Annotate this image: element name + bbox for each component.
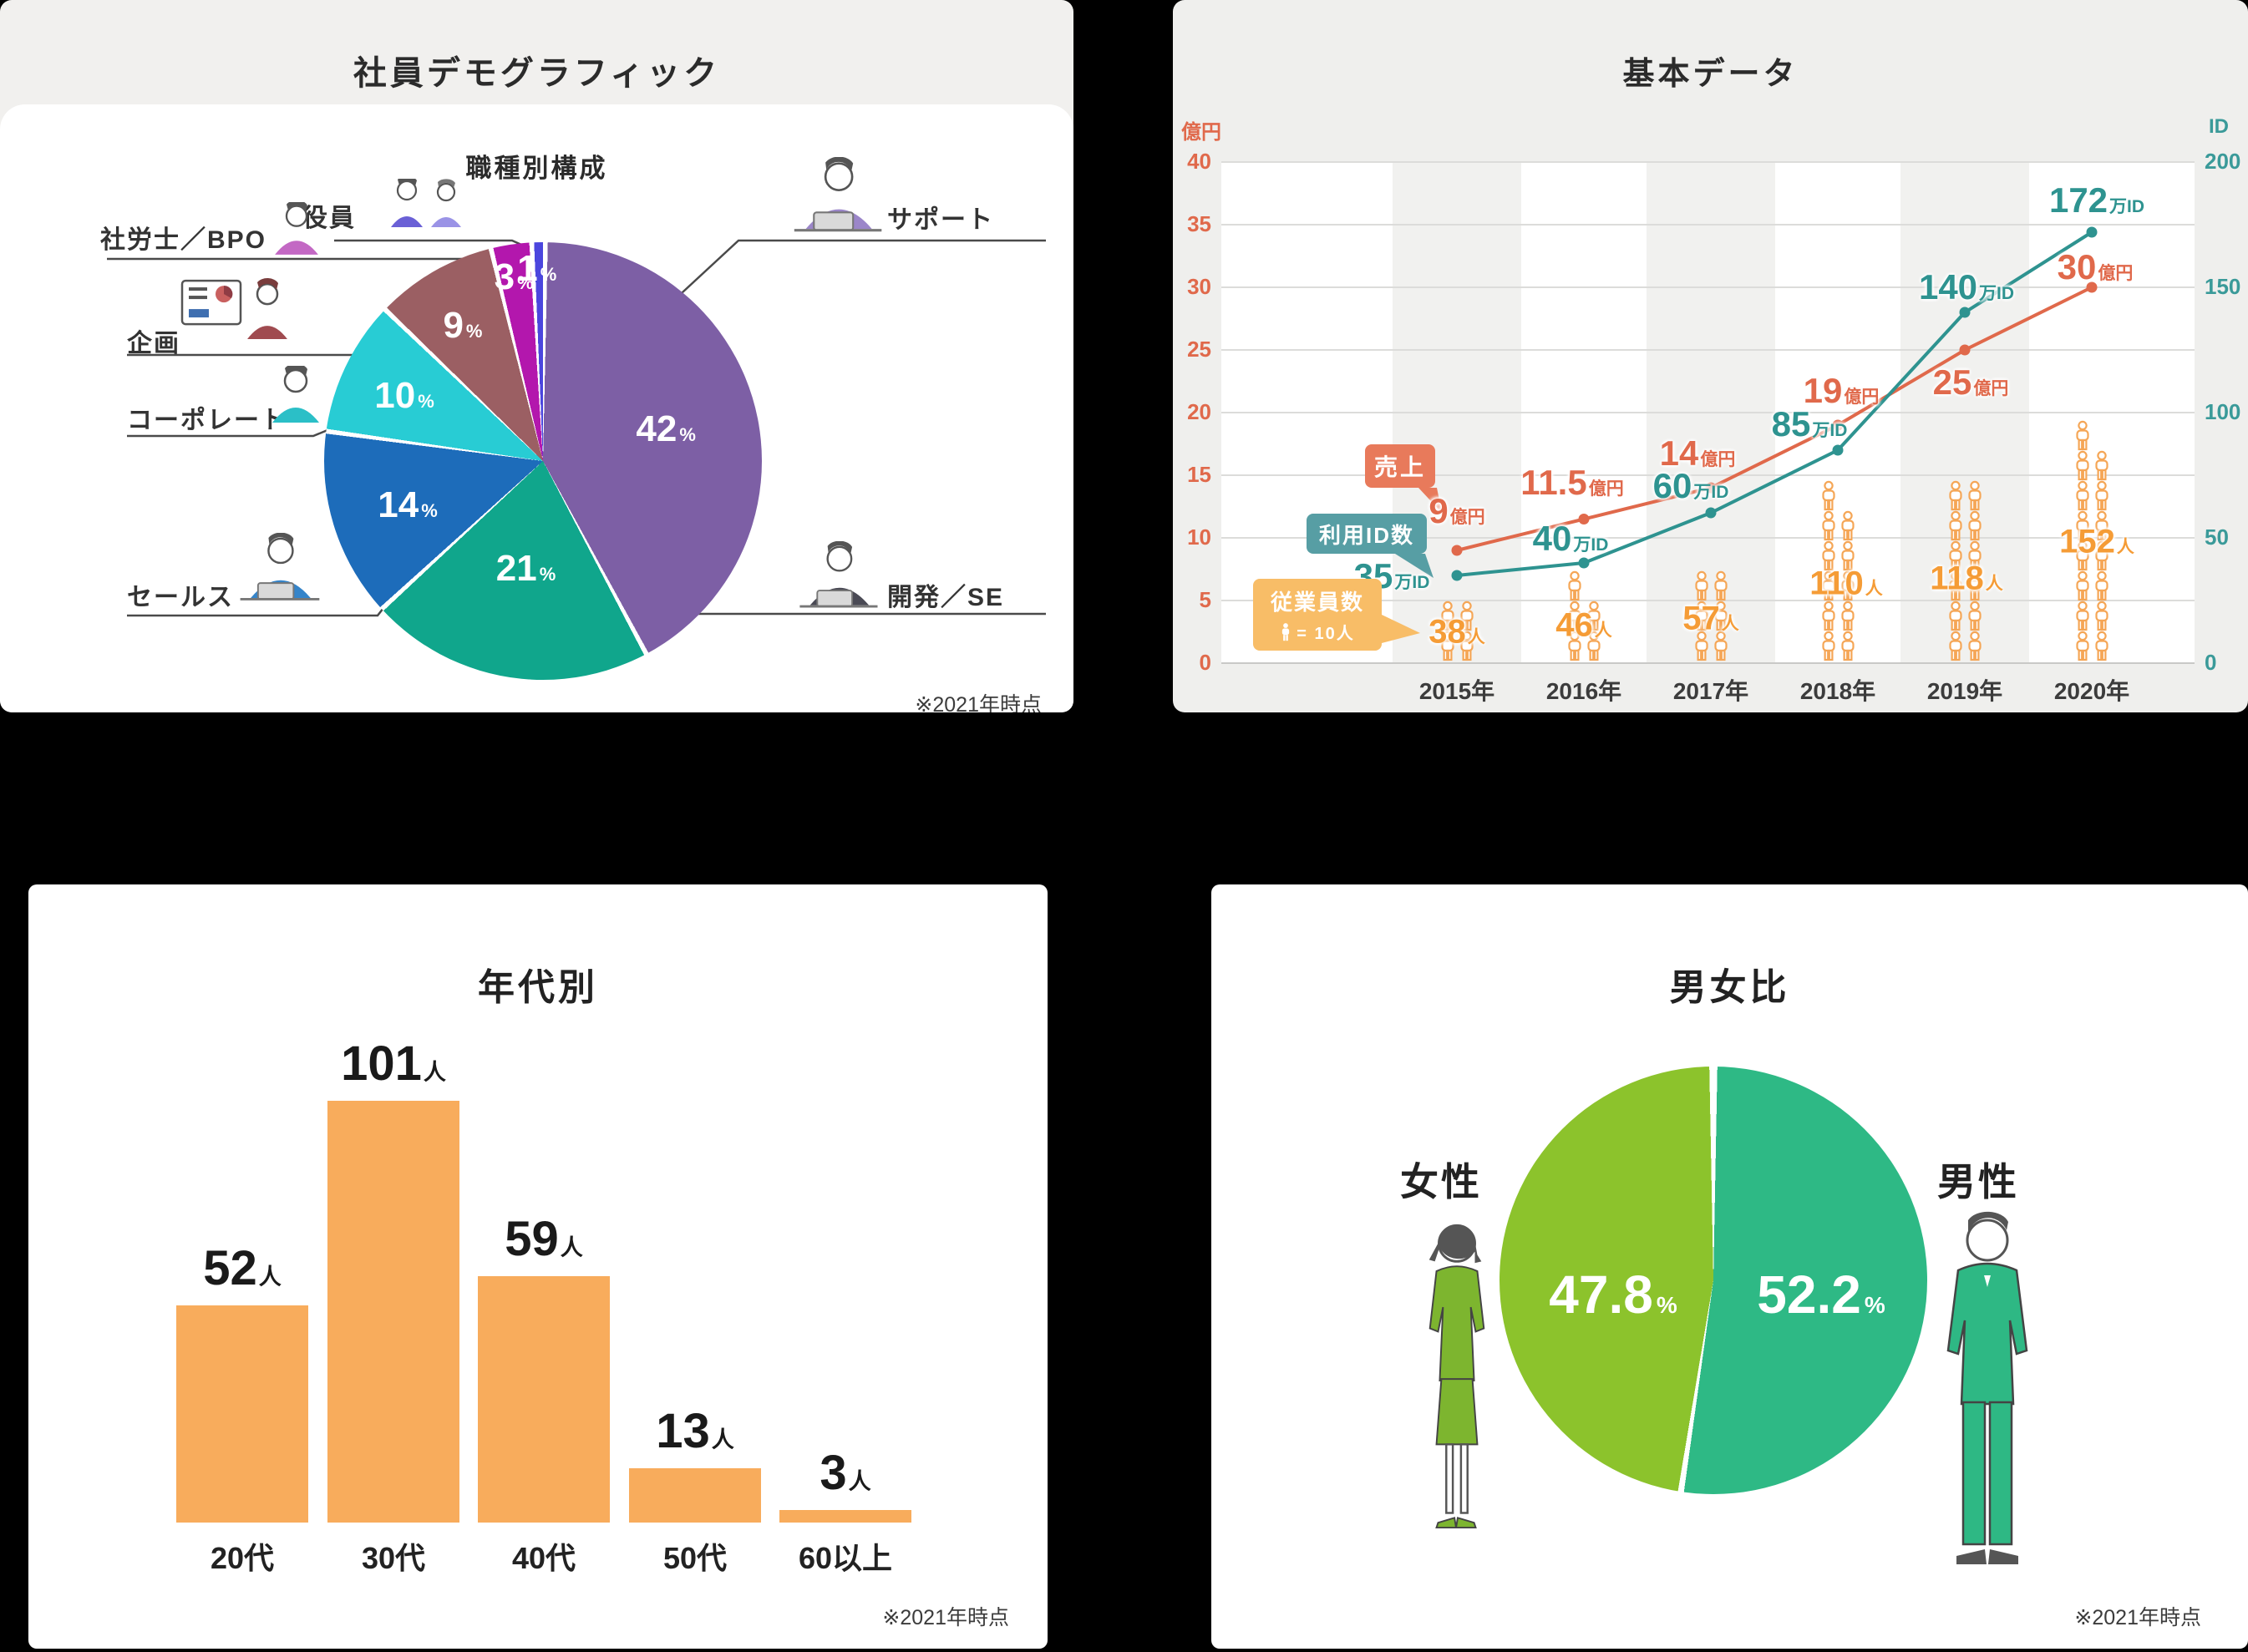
panel-title-gender: 男女比	[1669, 967, 1790, 1009]
gridline	[1221, 600, 2195, 601]
pie-label-sales: セールス	[127, 584, 234, 611]
ids-line-marker	[1705, 507, 1717, 519]
age-bar	[779, 1510, 911, 1523]
age-bar	[478, 1276, 610, 1523]
age-bar-category: 30代	[361, 1541, 426, 1575]
footnote-demographics: ※2021年時点	[915, 693, 1042, 712]
panel-title-demographics: 社員デモグラフィック	[353, 54, 721, 92]
employee-pictogram-stack	[2076, 420, 2108, 661]
age-bar-value: 13人	[656, 1404, 734, 1458]
employee-pictogram-stack	[1822, 480, 1855, 661]
employee-pictogram-stack	[1568, 570, 1601, 661]
person-icon	[1282, 622, 1290, 641]
age-bar-value: 3人	[820, 1446, 871, 1500]
ids-line-marker	[1451, 570, 1463, 581]
executives-illustration	[386, 179, 469, 227]
footnote-gender: ※2021年時点	[2074, 1606, 2201, 1629]
female-label: 女性	[1400, 1160, 1482, 1204]
chart-title-job-composition: 職種別構成	[465, 153, 608, 183]
age-bar-category: 40代	[511, 1541, 576, 1575]
legend-employees-callout: 従業員数 = 10人	[1253, 579, 1382, 651]
gridline	[1221, 224, 2195, 226]
female-illustration	[1420, 1219, 1494, 1534]
age-bar-value: 59人	[505, 1212, 583, 1266]
footnote-age: ※2021年時点	[882, 1606, 1009, 1629]
basic-data-plot-area	[1221, 161, 2195, 664]
corporate-illustration	[262, 366, 329, 423]
legend-employees-label: 従業員数	[1270, 590, 1364, 615]
pie-label-planning: 企画	[127, 330, 180, 357]
ids-line	[1456, 231, 2093, 577]
left-axis-caption: 億円	[1181, 121, 1221, 144]
age-bar	[176, 1305, 308, 1523]
sales-line-marker	[2086, 281, 2098, 293]
gender-ratio-pie	[1500, 1067, 1927, 1494]
ids-callout-tail	[1395, 554, 1434, 578]
right-axis-caption: ID	[2209, 115, 2229, 138]
panel-title-basic-data: 基本データ	[1622, 57, 1799, 93]
male-label: 男性	[1937, 1160, 2019, 1204]
legend-sales-callout: 売上	[1365, 444, 1435, 488]
pie-label-dev: 開発／SE	[887, 584, 1005, 611]
age-bar-category: 20代	[210, 1541, 275, 1575]
support-illustration	[784, 157, 891, 234]
age-bar-category: 60以上	[798, 1541, 893, 1575]
age-bar-category: 50代	[662, 1541, 728, 1575]
legend-ids-callout: 利用ID数	[1307, 514, 1427, 554]
legend-sales-label: 売上	[1373, 454, 1426, 480]
ids-line-marker	[1832, 444, 1844, 456]
leader-line-support	[659, 239, 1046, 314]
sales-line-marker	[1705, 482, 1717, 494]
ids-line-marker	[2086, 226, 2098, 238]
gridline	[1221, 474, 2195, 476]
pie-label-bpo: 社労士／BPO	[100, 226, 267, 254]
ids-line-marker	[1578, 557, 1590, 569]
age-bar-value: 101人	[341, 1036, 446, 1091]
basic-data-lines	[1382, 226, 2108, 661]
sales-line-marker	[1578, 514, 1590, 524]
sales-line-marker	[1832, 419, 1844, 431]
planning-illustration	[180, 276, 294, 340]
legend-ids-label: 利用ID数	[1318, 522, 1414, 548]
gridline	[1221, 662, 2195, 664]
panel-basic-data: 基本データ 億円 ID 40 35 30 25 20 15 10 5 0 200 150 100 50 0…	[1173, 0, 2248, 712]
pie-label-support: サポート	[887, 206, 994, 234]
employee-pictogram-stack	[1695, 570, 1728, 661]
panel-employee-demographics: 社員デモグラフィック 職種別構成 42% 21% 14% 10% 9% 3% 1% 役員 社…	[0, 0, 1073, 712]
panel-gender-ratio: 男女比 女性 男性 47.8% 52.2% ※2021年時点	[1211, 884, 2248, 1649]
employees-callout-tail	[1382, 615, 1420, 643]
panel-title-age: 年代別	[478, 967, 598, 1009]
sales-line	[1456, 286, 2093, 552]
employee-pictogram-stack	[1441, 600, 1474, 661]
age-bar-value: 52人	[203, 1241, 282, 1295]
sales-line-marker	[1451, 545, 1463, 556]
sales-line-marker	[1959, 344, 1971, 356]
ids-line-marker	[1959, 307, 1971, 318]
job-composition-pie	[324, 242, 762, 680]
gridline	[1221, 286, 2195, 288]
age-bar	[327, 1101, 459, 1523]
sales-illustration	[231, 533, 327, 603]
sales-callout-tail	[1418, 488, 1442, 513]
pie-label-executives: 役員	[302, 205, 356, 232]
developer-illustration	[790, 541, 885, 610]
legend-employees-scale: = 10人	[1280, 620, 1354, 644]
age-bar	[629, 1468, 761, 1523]
male-illustration	[1926, 1210, 2048, 1576]
employee-pictogram-stack	[1949, 480, 1982, 661]
gridline	[1221, 537, 2195, 539]
panel-age-distribution: 年代別 52人 20代 101人 30代 59人 40代 13人 50代 3人 60以上 ※202…	[28, 884, 1048, 1649]
bpo-illustration	[266, 202, 327, 255]
gridline	[1221, 349, 2195, 351]
gridline	[1221, 161, 2195, 163]
pie-label-corporate: コーポレート	[127, 407, 287, 434]
gridline	[1221, 412, 2195, 413]
